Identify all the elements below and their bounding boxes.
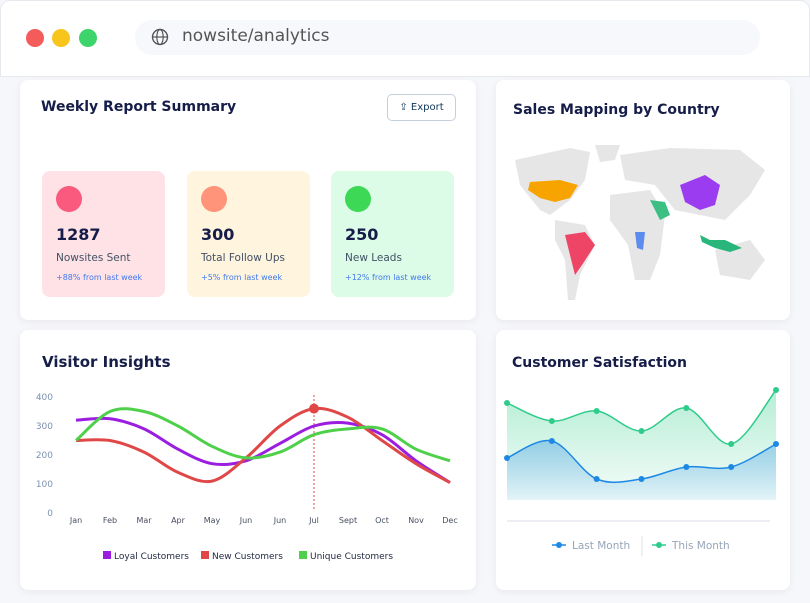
x-tick-label: Sept (339, 516, 357, 525)
export-label: Export (410, 102, 444, 113)
line (75, 406, 451, 484)
card-icon (345, 186, 371, 212)
card-label: Total Follow Ups (201, 252, 285, 264)
legend-label: Loyal Customers (114, 552, 189, 562)
card-icon (201, 186, 227, 212)
y-tick-label: 300 (36, 422, 53, 432)
point (548, 418, 555, 424)
point (548, 438, 555, 444)
card-label: New Leads (345, 252, 402, 264)
x-tick-label: Jan (69, 516, 82, 525)
x-tick-label: Feb (103, 516, 117, 525)
card-change: +5% from last week (201, 273, 283, 282)
x-tick-label: Apr (171, 516, 186, 525)
url-bar[interactable] (135, 20, 760, 55)
satisfaction-title: Customer Satisfaction (512, 355, 688, 371)
y-tick-label: 0 (47, 509, 53, 519)
legend-label: This Month (671, 540, 730, 552)
export-button[interactable]: ⇪ Export (387, 94, 456, 121)
x-tick-label: Jun (273, 516, 287, 525)
area (507, 440, 776, 500)
x-tick-label: Nov (408, 516, 424, 525)
x-tick-label: May (204, 516, 221, 525)
x-tick-label: Dec (442, 516, 457, 525)
card-icon (56, 186, 82, 212)
legend-label: Unique Customers (310, 552, 393, 562)
legend-swatch (103, 551, 111, 559)
point (683, 405, 690, 411)
card-value: 300 (201, 225, 235, 244)
globe-icon (151, 28, 169, 46)
line (74, 407, 451, 463)
point (728, 441, 735, 447)
world-map (515, 145, 765, 300)
x-tick-label: Jun (239, 516, 253, 525)
highlight-point (309, 403, 319, 414)
card: 250 New Leads +12% from last week (331, 171, 454, 297)
point (683, 464, 690, 470)
close-dot[interactable] (26, 29, 44, 47)
url-text: nowsite/analytics (182, 26, 330, 46)
line (75, 416, 451, 484)
card-value: 1287 (56, 225, 101, 244)
x-tick-label: Mar (136, 516, 152, 525)
legend-dot (656, 542, 662, 548)
card: 1287 Nowsites Sent +88% from last week (42, 171, 165, 297)
y-tick-label: 200 (36, 451, 53, 461)
y-tick-label: 400 (36, 393, 53, 403)
min-dot[interactable] (52, 29, 70, 47)
x-tick-label: Oct (375, 516, 389, 525)
point (504, 455, 510, 461)
point (638, 428, 645, 434)
card: 300 Total Follow Ups +5% from last week (187, 171, 310, 297)
card-value: 250 (345, 225, 379, 244)
legend-label: New Customers (212, 552, 283, 562)
card-label: Nowsites Sent (56, 252, 131, 264)
point (728, 464, 735, 470)
point (593, 408, 600, 414)
legend-swatch (299, 551, 307, 559)
point (773, 387, 779, 393)
point (593, 476, 600, 482)
visitor-title: Visitor Insights (42, 353, 171, 371)
point (638, 476, 645, 482)
max-dot[interactable] (79, 29, 97, 47)
card-change: +88% from last week (56, 273, 143, 282)
point (773, 441, 779, 447)
legend-dot (556, 542, 562, 548)
legend-label: Last Month (572, 540, 630, 552)
point (504, 400, 510, 406)
report-title: Weekly Report Summary (41, 99, 237, 115)
x-tick-label: Jul (308, 516, 319, 525)
card-change: +12% from last week (345, 273, 432, 282)
map-title: Sales Mapping by Country (513, 102, 720, 118)
legend-swatch (201, 551, 209, 559)
y-tick-label: 100 (36, 480, 53, 490)
